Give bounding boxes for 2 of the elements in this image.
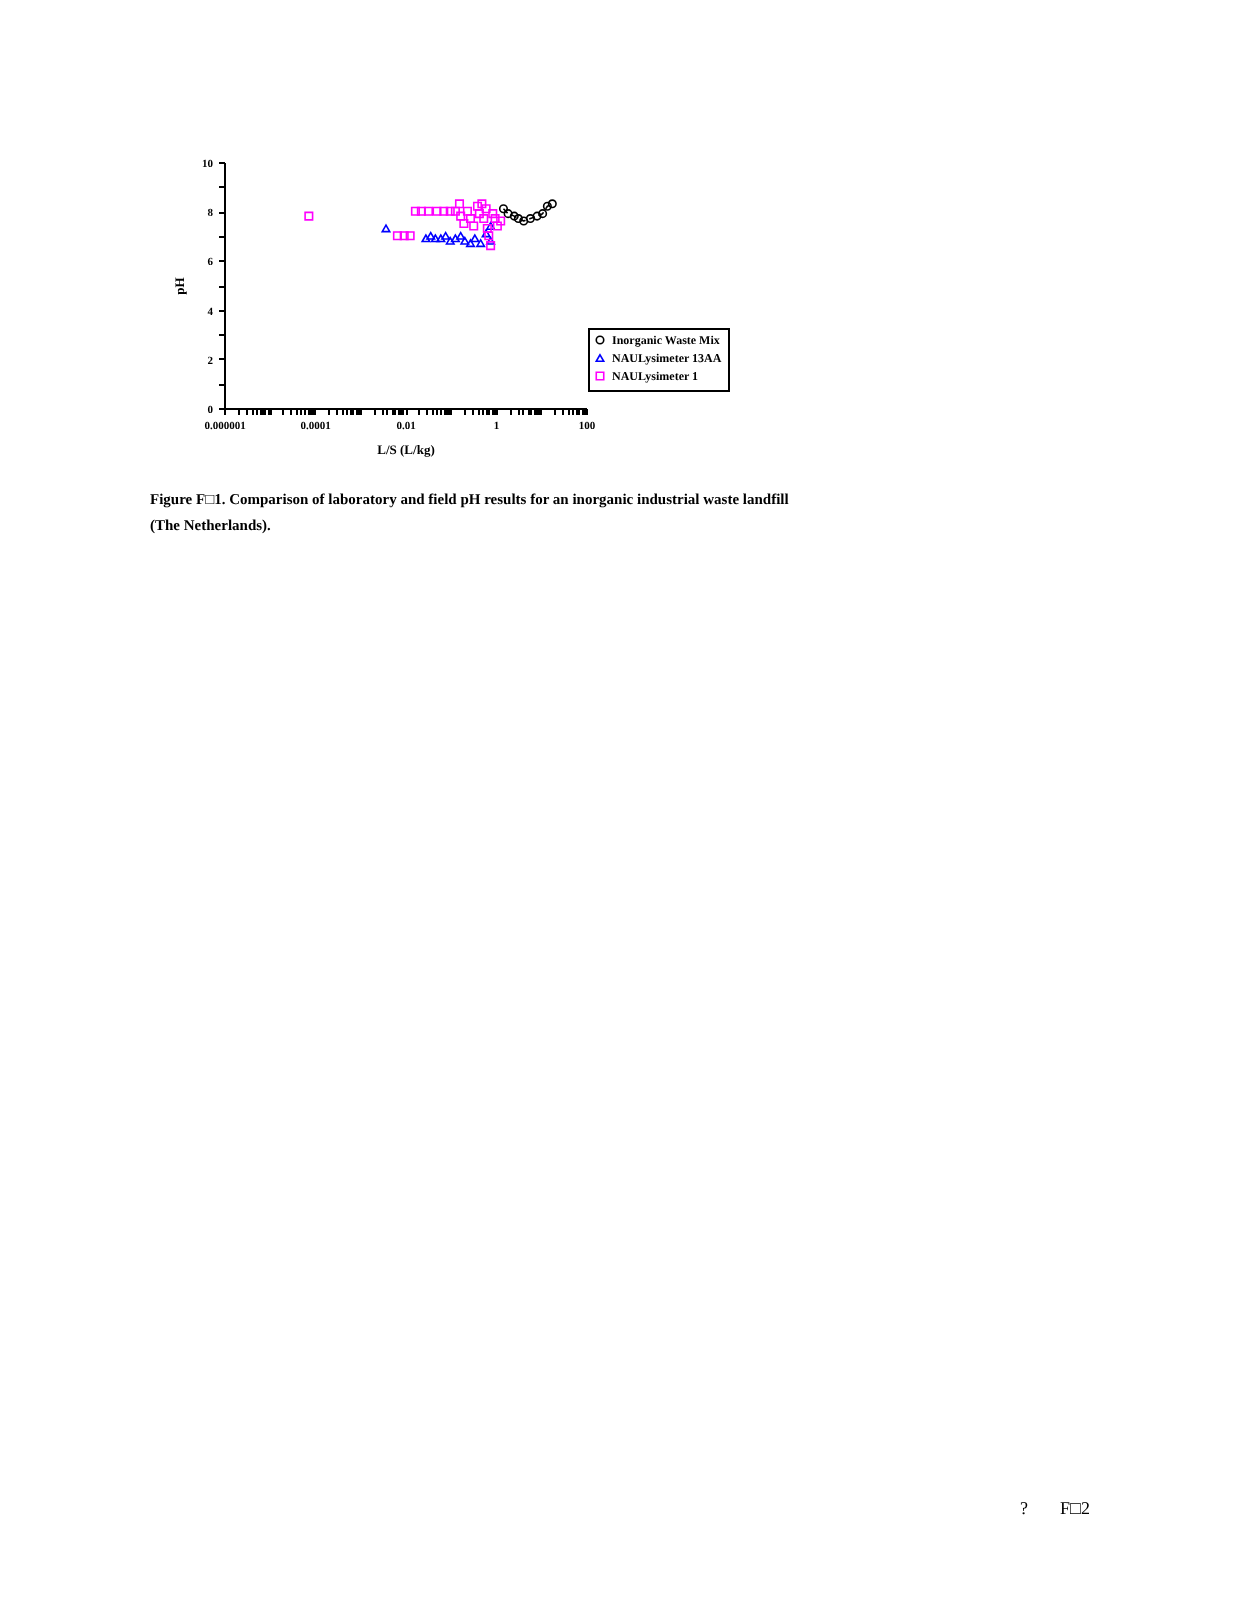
text: F□2: [1060, 1498, 1090, 1518]
text: ?: [1020, 1498, 1028, 1518]
